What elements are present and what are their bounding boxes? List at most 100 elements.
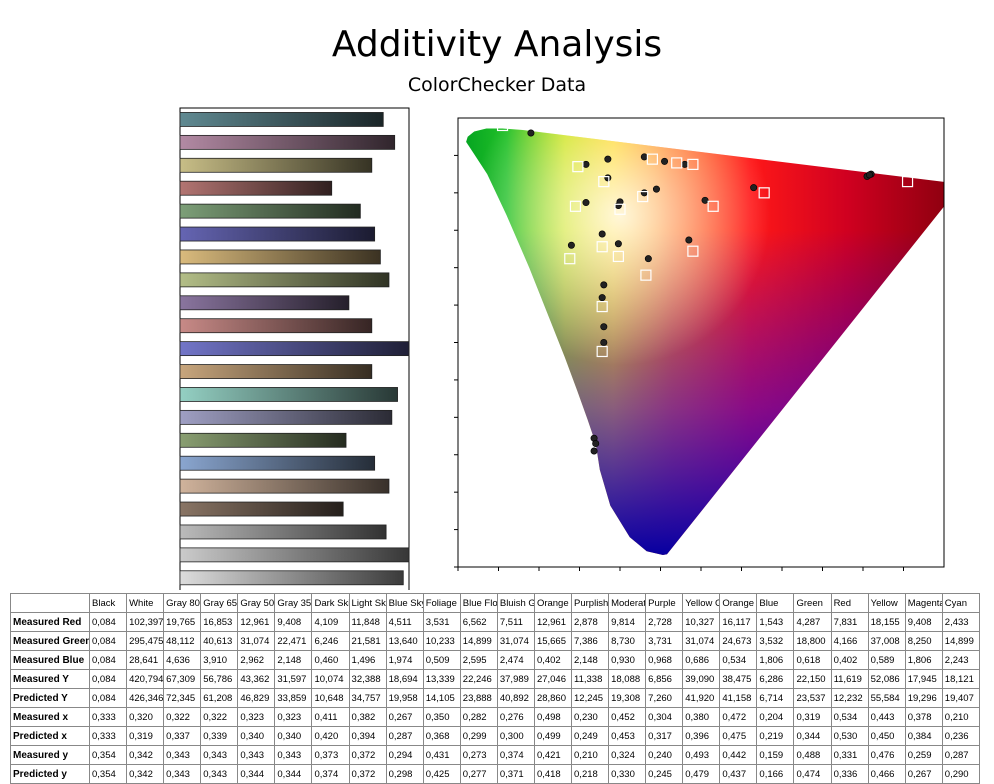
table-cell: 0,319	[793, 707, 832, 727]
table-cell: 6,856	[645, 669, 684, 689]
column-header: Gray 80	[163, 593, 202, 613]
predicted-point	[564, 253, 576, 265]
row-label: Predicted y	[10, 764, 90, 784]
table-row: Predicted x 0,333 0,319 0,337 0,339 0,340 0,34…	[10, 726, 981, 746]
table-cell: 33,859	[274, 688, 313, 708]
bar-bluish-green	[179, 387, 398, 402]
predicted-point	[596, 241, 608, 253]
column-header: Orange Ye	[719, 593, 758, 613]
column-header: Purple	[645, 593, 684, 613]
table-cell: 102,397	[126, 612, 165, 632]
table-cell: 0,372	[348, 764, 387, 784]
table-cell: 10,233	[422, 631, 461, 651]
table-cell: 56,786	[200, 669, 239, 689]
table-cell: 0,378	[904, 707, 943, 727]
table-cell: 4,109	[311, 612, 350, 632]
table-cell: 0,372	[348, 745, 387, 765]
table-cell: 0,340	[274, 726, 313, 746]
table-cell: 43,362	[237, 669, 276, 689]
table-cell: 6,714	[756, 688, 795, 708]
bar-blue	[179, 226, 376, 242]
table-cell: 13,339	[422, 669, 461, 689]
predicted-point	[758, 187, 770, 199]
bar-yellow-green	[179, 272, 390, 288]
table-cell: 0,474	[793, 764, 832, 784]
table-cell: 2,243	[941, 650, 981, 670]
column-header: Bluish Gre	[496, 593, 535, 613]
bar-light-skin	[179, 478, 390, 494]
table-cell: 3,531	[422, 612, 461, 632]
measured-point	[600, 323, 608, 331]
column-header: Gray 35	[274, 593, 313, 613]
table-cell: 8,250	[904, 631, 943, 651]
table-cell: 19,407	[941, 688, 981, 708]
table-cell: 0,394	[348, 726, 387, 746]
table-cell: 0,219	[756, 726, 795, 746]
measured-point	[685, 236, 693, 244]
predicted-point	[572, 161, 584, 173]
table-cell: 9,408	[904, 612, 943, 632]
error-bar-chart	[179, 107, 410, 590]
table-cell: 22,150	[793, 669, 832, 689]
bar-purple	[179, 295, 350, 311]
table-cell: 0,330	[608, 764, 647, 784]
table-cell: 0,343	[200, 745, 239, 765]
table-cell: 14,899	[459, 631, 498, 651]
colorchecker-data-table: Black White Gray 80 Gray 65 Gray 50 Gray 35 Da…	[10, 593, 981, 784]
table-cell: 0,396	[682, 726, 721, 746]
column-header: Gray 65	[200, 593, 239, 613]
table-cell: 0,323	[237, 707, 276, 727]
table-cell: 3,910	[200, 650, 239, 670]
table-cell: 18,694	[385, 669, 424, 689]
table-cell: 12,961	[533, 612, 573, 632]
table-cell: 0,374	[311, 764, 350, 784]
column-header: Blue	[756, 593, 795, 613]
table-cell: 1,496	[348, 650, 387, 670]
table-cell: 0,460	[311, 650, 350, 670]
predicted-point	[901, 176, 914, 188]
table-cell: 11,848	[348, 612, 387, 632]
table-cell: 40,892	[496, 688, 535, 708]
column-header: Blue Sky	[385, 593, 424, 613]
bar-red	[179, 180, 333, 196]
predicted-point	[646, 153, 658, 165]
predicted-point	[596, 300, 608, 313]
measured-point	[604, 155, 612, 163]
table-cell: 0,290	[941, 764, 981, 784]
table-cell: 6,246	[311, 631, 350, 651]
table-cell: 14,105	[422, 688, 461, 708]
table-cell: 0,273	[459, 745, 498, 765]
table-cell: 0,350	[422, 707, 461, 727]
predicted-point	[598, 176, 610, 188]
table-cell: 2,962	[237, 650, 276, 670]
table-cell: 0,245	[645, 764, 684, 784]
table-cell: 0,374	[496, 745, 535, 765]
table-cell: 67,309	[163, 669, 202, 689]
table-cell: 40,613	[200, 631, 239, 651]
measured-point	[582, 199, 590, 207]
table-cell: 0,589	[867, 650, 906, 670]
table-cell: 0,084	[88, 669, 128, 689]
column-header: Dark Skin	[311, 593, 350, 613]
table-row: Measured Red 0,084 102,397 19,765 16,853 12,9…	[10, 612, 981, 632]
table-header-row: Black White Gray 80 Gray 65 Gray 50 Gray 35 Da…	[10, 593, 981, 613]
measured-point	[567, 241, 575, 249]
table-cell: 23,888	[459, 688, 498, 708]
table-cell: 19,296	[904, 688, 943, 708]
table-cell: 11,338	[571, 669, 610, 689]
table-cell: 0,204	[756, 707, 795, 727]
table-cell: 0,421	[533, 745, 573, 765]
bar-gray-35	[179, 524, 387, 540]
table-cell: 4,287	[793, 612, 832, 632]
table-cell: 0,159	[756, 745, 795, 765]
table-cell: 28,860	[533, 688, 573, 708]
table-cell: 22,471	[274, 631, 313, 651]
measured-point	[598, 294, 606, 302]
table-cell: 10,074	[311, 669, 350, 689]
table-cell: 0,304	[645, 707, 684, 727]
table-cell: 4,166	[830, 631, 869, 651]
table-cell: 0,402	[830, 650, 869, 670]
row-label: Measured Blue	[10, 650, 90, 670]
table-cell: 27,046	[533, 669, 573, 689]
table-cell: 16,117	[719, 612, 758, 632]
